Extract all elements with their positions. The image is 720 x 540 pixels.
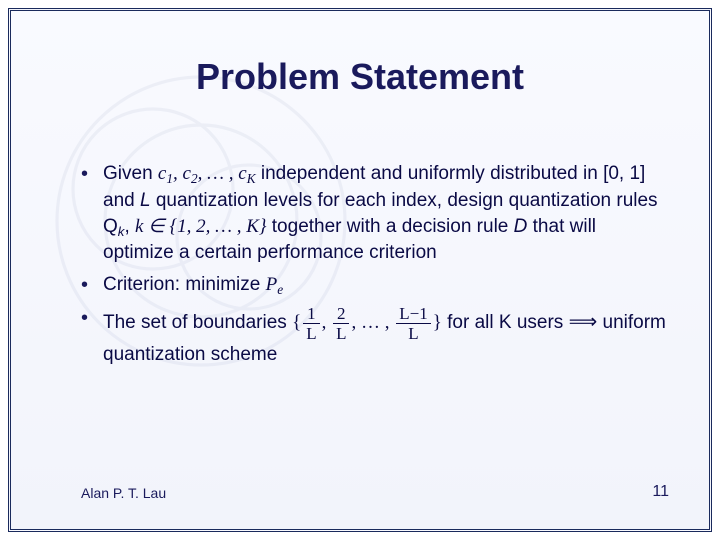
b3-set: {1L, 2L, … , L−1L}: [292, 312, 442, 333]
b1-tail: together with a decision rule: [267, 216, 514, 237]
b2-pre: Criterion: minimize: [103, 274, 266, 295]
b1-math-c1: c1, c2, … , cK: [158, 163, 256, 184]
b1-set: k ∈ {1, 2, … , K}: [135, 216, 267, 237]
b1-text-pre: Given: [103, 163, 158, 184]
bullet-1: Given c1, c2, … , cK independent and uni…: [81, 161, 669, 266]
bullet-3: The set of boundaries {1L, 2L, … , L−1L}…: [81, 305, 669, 368]
b3-pre: The set of boundaries: [103, 312, 292, 333]
b3-mid: for all K users: [447, 312, 568, 333]
b1-L: L: [140, 190, 151, 211]
b1-D: D: [514, 216, 528, 237]
slide-frame: Problem Statement Given c1, c2, … , cK i…: [8, 8, 712, 532]
footer-author: Alan P. T. Lau: [81, 485, 166, 501]
b2-pe: Pe: [266, 274, 284, 295]
bullet-2: Criterion: minimize Pe: [81, 272, 669, 299]
slide-content: Given c1, c2, … , cK independent and uni…: [81, 161, 669, 374]
slide-title: Problem Statement: [11, 56, 709, 98]
implies-arrow-icon: ⟹: [569, 309, 598, 336]
frac-L: L−1L: [396, 305, 430, 342]
frac-2: 2L: [333, 305, 349, 342]
frac-1: 1L: [303, 305, 319, 342]
footer-page-number: 11: [652, 483, 669, 501]
